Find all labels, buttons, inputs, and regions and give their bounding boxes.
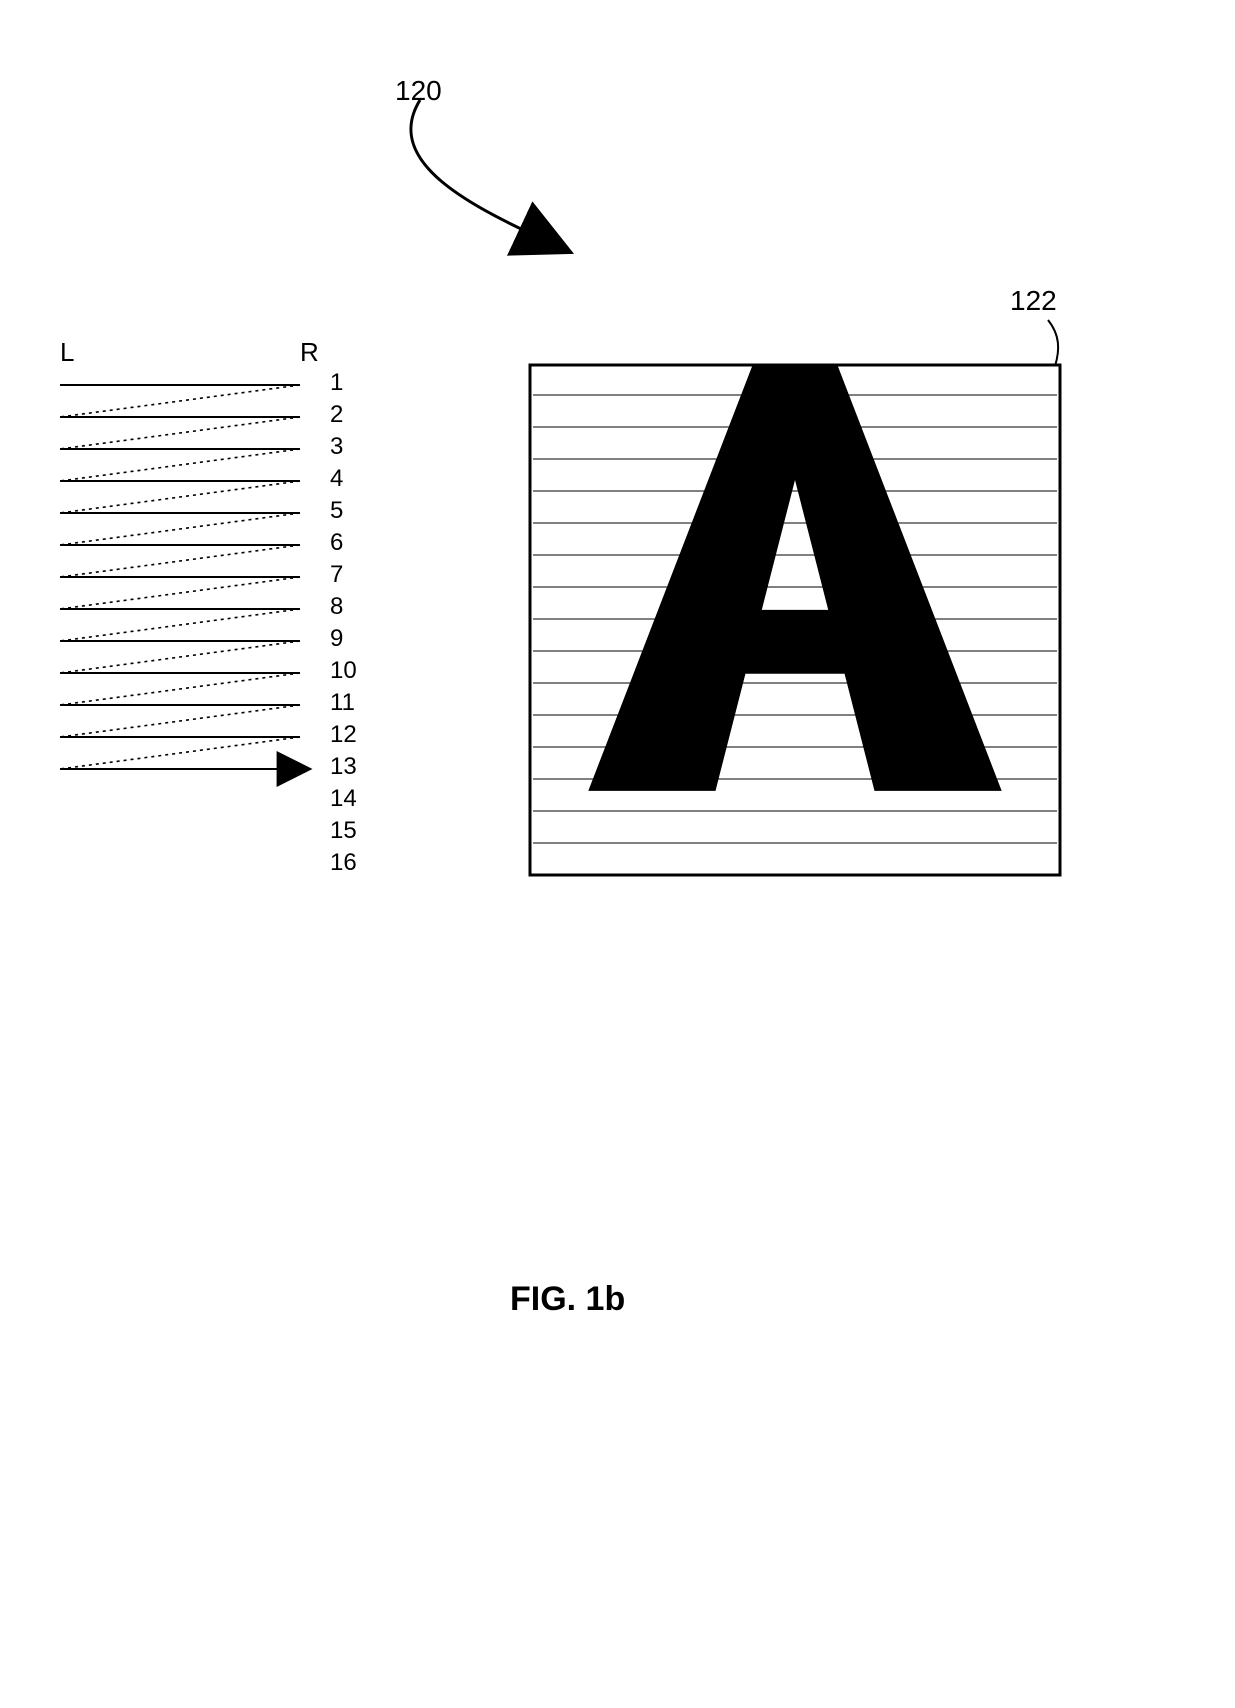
figure-canvas: 120 122 L R 12345678910111213141516 FIG.… (0, 0, 1235, 1708)
figure-caption: FIG. 1b (510, 1280, 625, 1319)
raster-display-box (0, 0, 1080, 895)
